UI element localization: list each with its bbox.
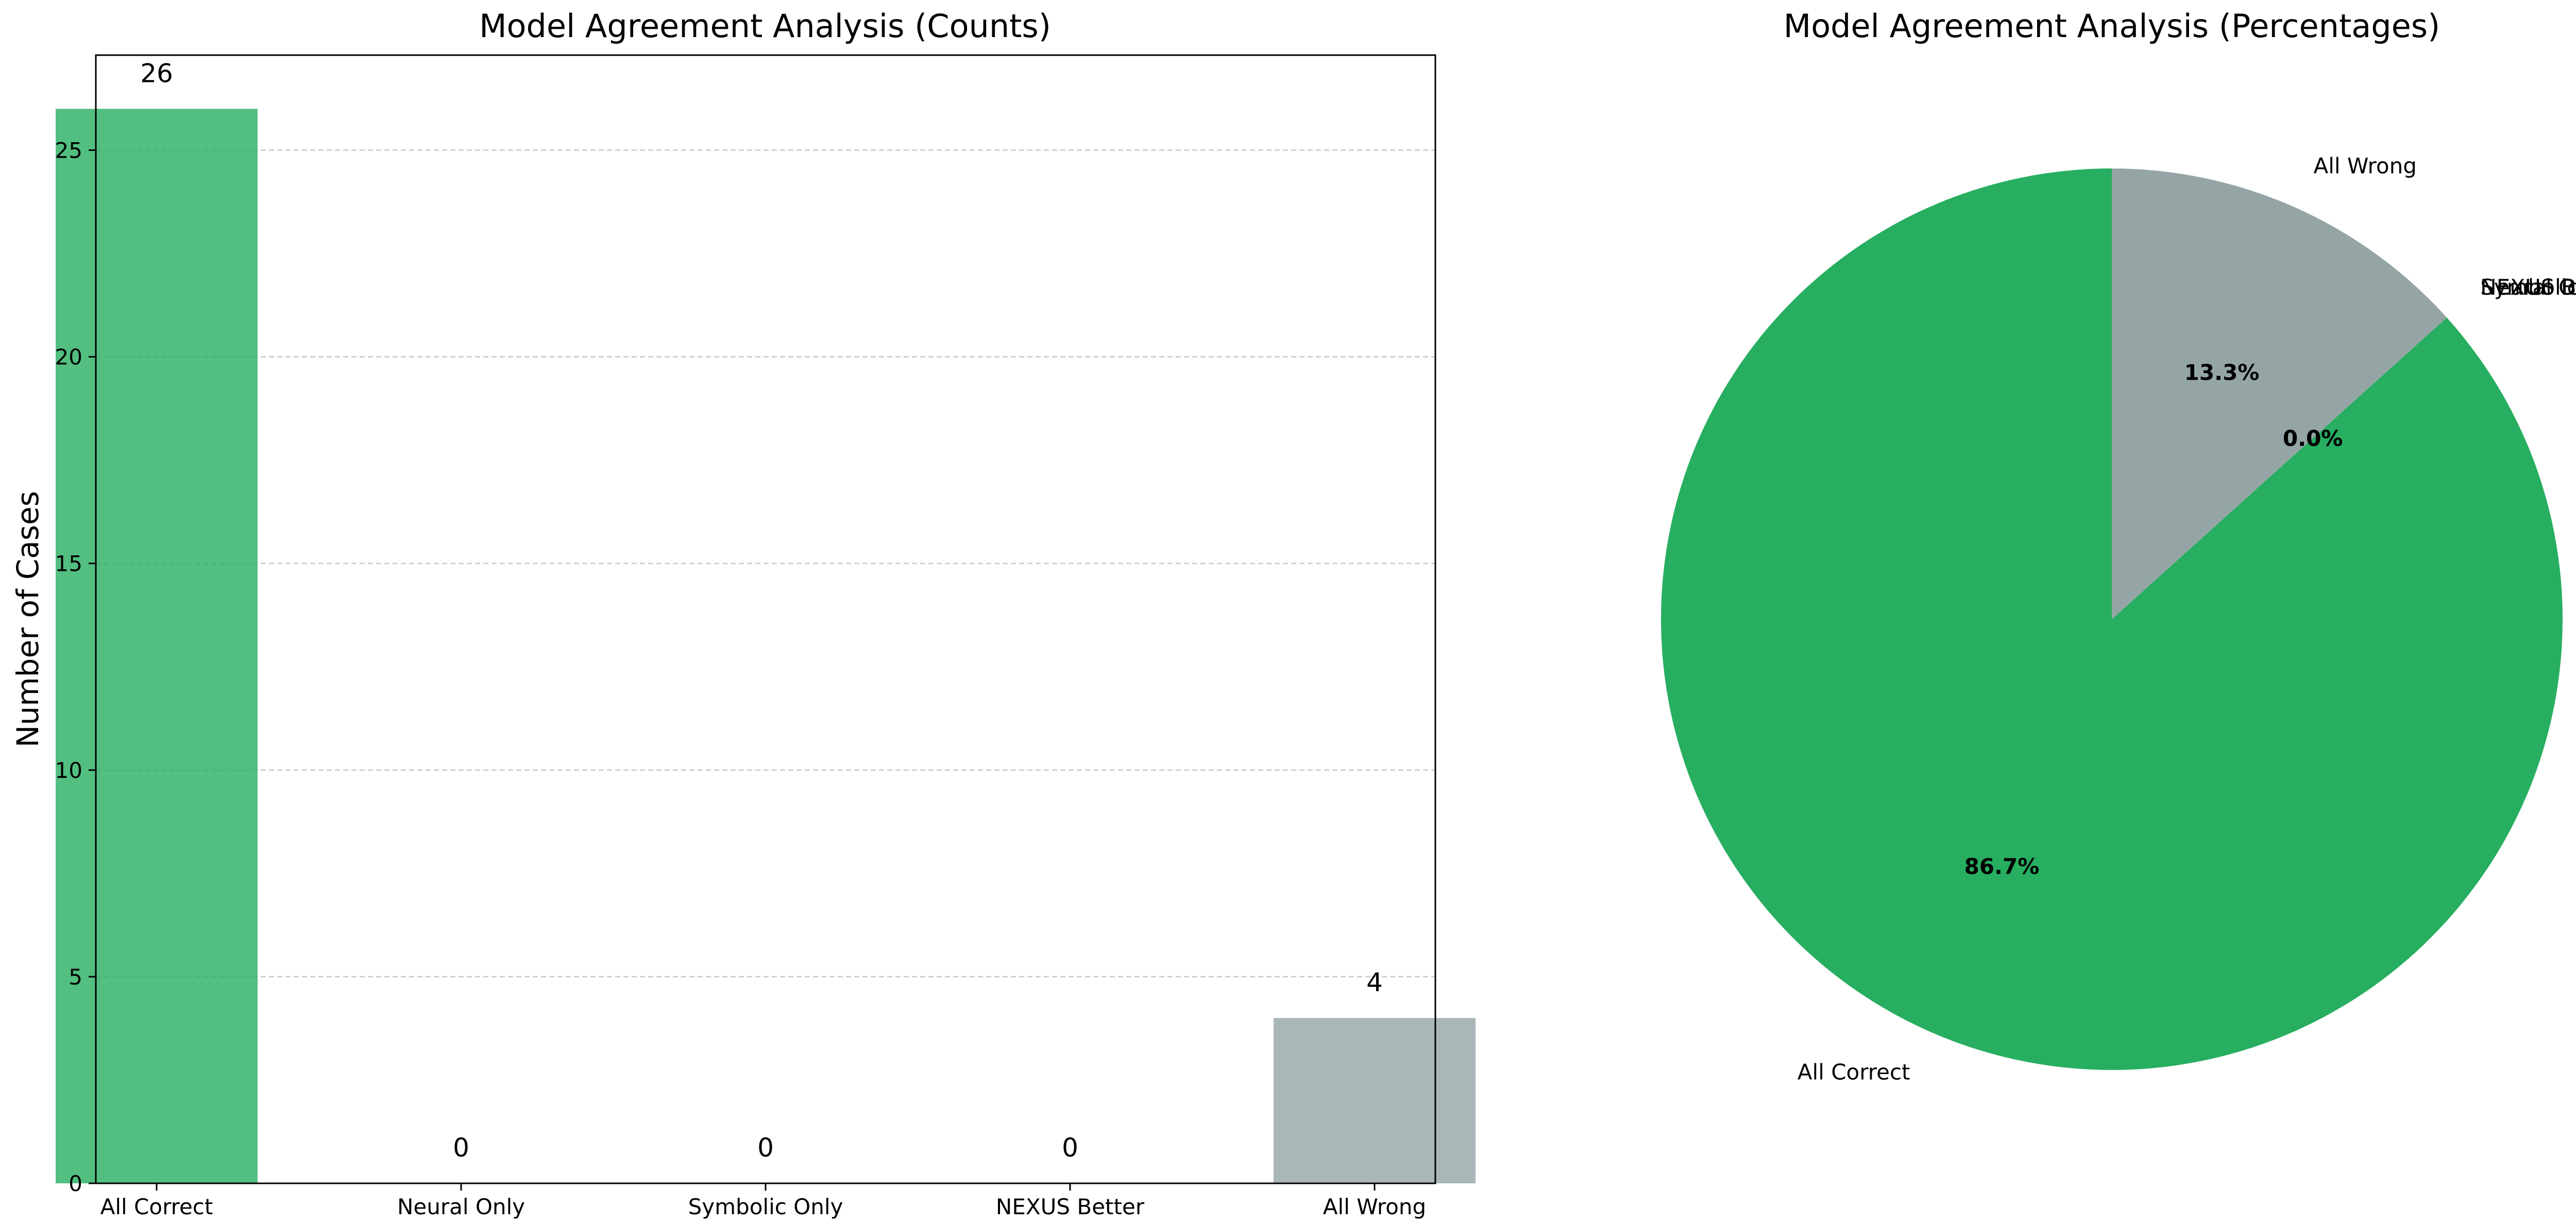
y-tick-label: 5 [69, 964, 82, 990]
pie-percent-labels: 86.7%0.0%0.0%0.0%13.3% [1964, 360, 2343, 879]
pie-percent-label: 13.3% [2184, 360, 2260, 385]
bar-value-label: 0 [453, 1133, 469, 1163]
pie-slices [1661, 168, 2563, 1070]
bar-all-wrong [1274, 1018, 1476, 1183]
bar-all-correct [56, 109, 258, 1184]
bar-value-labels: 26 0 0 0 4 [140, 58, 1383, 1163]
bar-chart-title: Model Agreement Analysis (Counts) [479, 7, 1051, 45]
x-tick-label: Symbolic Only [688, 1194, 843, 1219]
pie-label-symbolic-only: Symbolic Only [2480, 275, 2576, 300]
pie-percent-label: 0.0% [2283, 426, 2343, 451]
pie-label-nexus-better: NEXUS Better [2480, 275, 2576, 300]
bar-y-axis-label: Number of Cases [10, 491, 45, 748]
bar-value-label: 0 [757, 1133, 774, 1163]
bar-y-ticks: 0 5 10 15 20 25 [55, 138, 96, 1196]
bar-value-label: 4 [1366, 967, 1383, 997]
pie-label-all-correct: All Correct [1798, 1059, 1910, 1084]
y-tick-label: 0 [69, 1171, 82, 1196]
pie-percent-label: 0.0% [2283, 426, 2343, 451]
y-tick-label: 20 [55, 345, 82, 370]
bar-value-label: 26 [140, 58, 173, 88]
pie-label-all-wrong: All Wrong [2313, 154, 2416, 179]
bar-value-label: 0 [1062, 1133, 1078, 1163]
y-tick-label: 25 [55, 138, 82, 163]
x-tick-label: All Correct [100, 1194, 213, 1219]
pie-chart-panel: Model Agreement Analysis (Percentages) A… [1661, 7, 2576, 1084]
y-tick-label: 10 [55, 758, 82, 783]
bar-x-ticks: All Correct Neural Only Symbolic Only NEXUS… [100, 1183, 1426, 1219]
y-tick-label: 15 [55, 551, 82, 576]
pie-slice-all-wrong [2112, 168, 2447, 619]
pie-label-neural-only: Neural Only [2480, 275, 2576, 300]
bar-marks [56, 109, 1476, 1184]
pie-percent-label: 0.0% [2283, 426, 2343, 451]
bar-chart-panel: Model Agreement Analysis (Counts) 0 5 10 15… [10, 7, 1476, 1219]
x-tick-label: Neural Only [397, 1194, 525, 1219]
pie-chart-title: Model Agreement Analysis (Percentages) [1784, 7, 2441, 45]
pie-percent-label: 86.7% [1964, 854, 2040, 879]
x-tick-label: All Wrong [1323, 1194, 1426, 1219]
x-tick-label: NEXUS Better [996, 1194, 1145, 1219]
